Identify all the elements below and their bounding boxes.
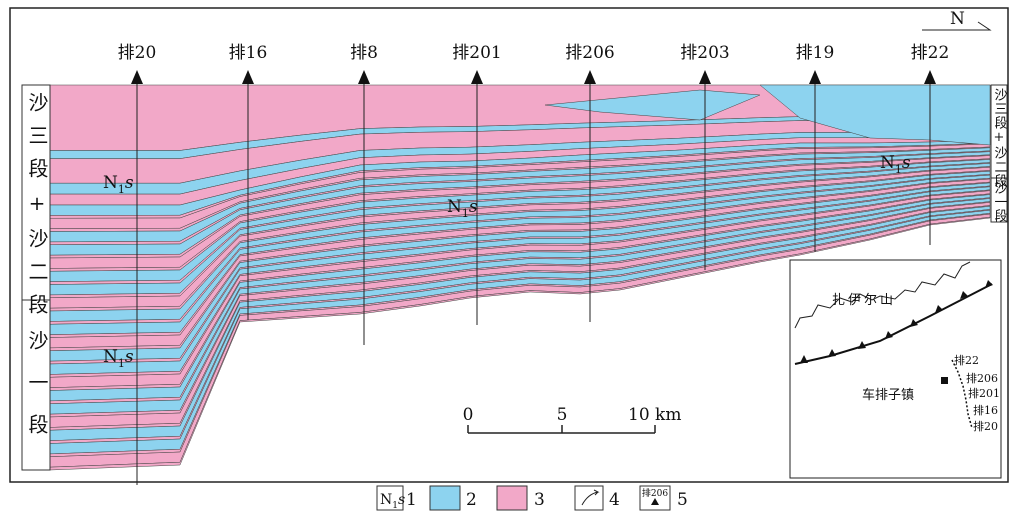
fm-sub: 1	[462, 207, 469, 220]
cross-section-figure: 沙三段+沙二段 沙一段 沙三段+沙二段 沙一段 N 0 5 10 km 扎伊尔山…	[0, 0, 1019, 518]
scale-label: 5	[557, 405, 568, 425]
fm-sub: 1	[118, 357, 125, 370]
well-label: 排8	[350, 43, 378, 63]
fm-sub: 1	[118, 183, 125, 196]
well-label: 排22	[911, 43, 950, 63]
town-label: 车排子镇	[862, 387, 914, 403]
left-unit-label: 沙三段+沙二段	[25, 92, 49, 327]
fm-main: N	[103, 347, 118, 367]
well-label: 排16	[229, 43, 268, 63]
north-label: N	[950, 9, 965, 29]
fm-italic: s	[125, 347, 134, 367]
fm-main: N	[103, 173, 118, 193]
well-label: 排20	[118, 43, 157, 63]
well-label: 排19	[796, 43, 835, 63]
well-label: 排201	[452, 43, 501, 63]
legend-symbol	[575, 486, 603, 510]
legend-number: 3	[534, 490, 545, 510]
fm-italic: s	[398, 492, 405, 508]
page: 沙三段+沙二段 沙一段 沙三段+沙二段 沙一段 N 0 5 10 km 扎伊尔山…	[0, 0, 1019, 518]
well-label: 排206	[565, 43, 614, 63]
legend-number: 5	[677, 490, 688, 510]
fm-main: N	[380, 492, 392, 508]
scale-label: 10 km	[628, 405, 681, 425]
fm-main: N	[447, 197, 462, 217]
fm-italic: s	[125, 173, 134, 193]
legend-number: 4	[609, 490, 620, 510]
legend-number: 1	[406, 490, 417, 510]
left-unit-label: 沙一段	[25, 330, 49, 456]
fm-italic: s	[902, 153, 911, 173]
legend-symbol	[497, 486, 527, 510]
legend-number: 2	[466, 490, 477, 510]
scale-label: 0	[463, 405, 474, 425]
legend-symbol	[430, 486, 460, 510]
fm-italic: s	[469, 197, 478, 217]
inset-well: 排201	[968, 386, 1000, 400]
right-unit-label: 沙三段+沙二段	[992, 88, 1008, 188]
inset-well: 排22	[954, 353, 979, 367]
inset-well: 排20	[973, 419, 998, 433]
right-unit-label: 沙一段	[992, 181, 1008, 223]
town-marker	[941, 377, 948, 384]
fm-sub: 1	[895, 163, 902, 176]
legend-well: 排206	[642, 487, 668, 499]
fm-main: N	[880, 153, 895, 173]
mountain-label: 扎伊尔山	[832, 293, 896, 308]
inset-well: 排206	[966, 371, 998, 385]
inset-well: 排16	[973, 403, 998, 417]
well-label: 排203	[680, 43, 729, 63]
